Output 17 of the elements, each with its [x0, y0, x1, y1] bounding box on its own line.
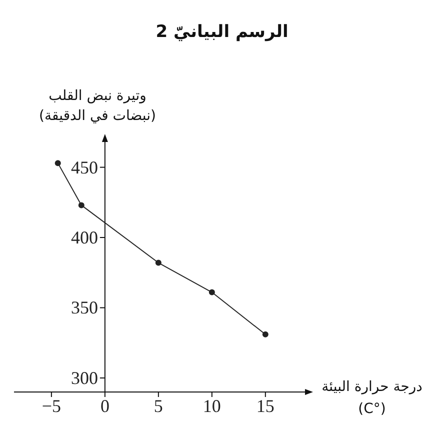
point: [54, 160, 61, 166]
point: [208, 289, 215, 296]
x-tick-label: 0: [100, 396, 110, 416]
y-tick-label: 450: [70, 157, 98, 178]
point: [78, 202, 84, 208]
y-axis-title: وتيرة نبض القلب (نبضات في الدقيقة): [38, 87, 157, 126]
x-tick-label: 5: [154, 396, 163, 416]
x-tick-label: −5: [42, 396, 62, 416]
point: [262, 331, 268, 338]
y-tick-label: 400: [70, 228, 98, 248]
y-tick-label: 300: [70, 368, 98, 388]
y-tick-label: 350: [70, 298, 98, 318]
chart-title: الرسم البيانيّ 2: [154, 22, 290, 42]
x-tick-label: 15: [256, 396, 274, 416]
x-axis-title: درجة حرارة البيئة (°C): [320, 378, 424, 419]
point: [155, 260, 162, 266]
x-tick-label: 10: [202, 396, 221, 416]
